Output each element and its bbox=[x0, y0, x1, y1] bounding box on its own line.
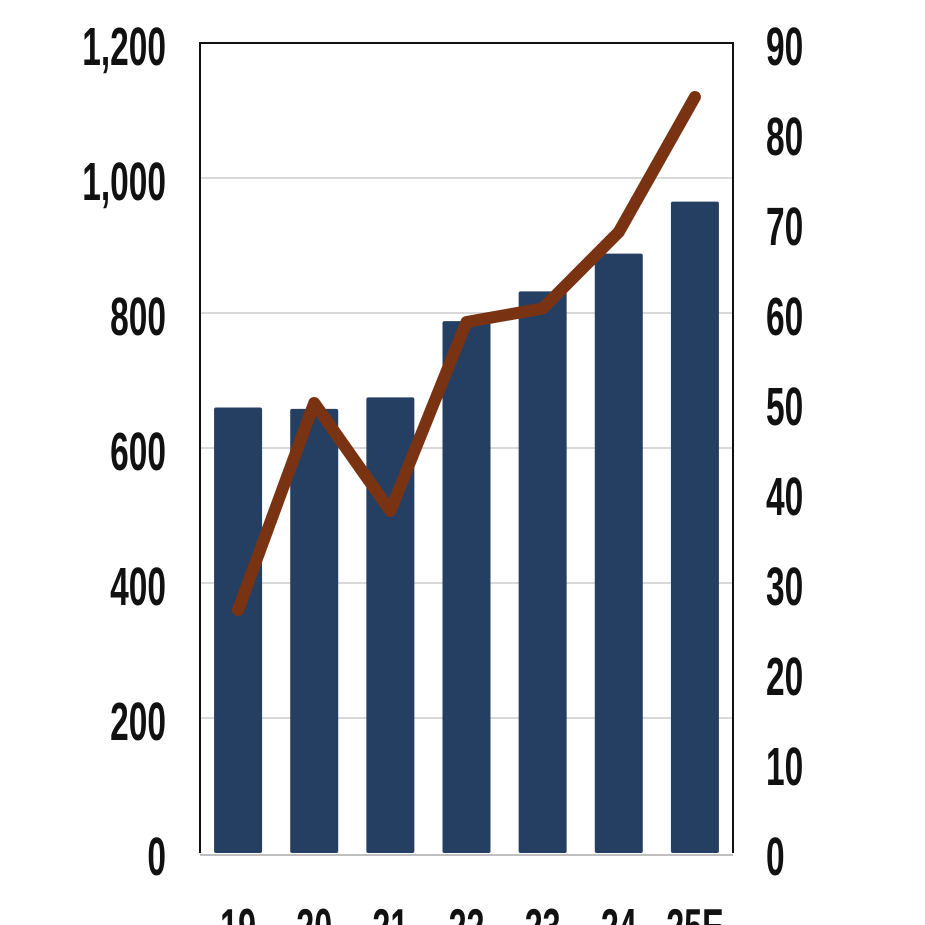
y-left-tick-label: 1,000 bbox=[82, 151, 166, 212]
line-point bbox=[237, 609, 240, 611]
y-left-tick-label: 1,200 bbox=[82, 16, 166, 77]
y-right-tick-label: 70 bbox=[766, 196, 803, 257]
y-right-tick-label: 80 bbox=[766, 106, 803, 167]
y-right-tick-label: 10 bbox=[766, 736, 803, 797]
y-right-tick-label: 50 bbox=[766, 376, 803, 437]
x-tick-label: 23 bbox=[525, 899, 561, 925]
y-left-tick-label: 400 bbox=[110, 556, 166, 617]
x-tick-label: 20 bbox=[296, 899, 332, 925]
plot-frame bbox=[199, 42, 734, 853]
line-point bbox=[617, 231, 620, 233]
y-left-tick-label: 0 bbox=[147, 826, 166, 887]
x-tick-label: 19 bbox=[220, 899, 256, 925]
y-right-tick-label: 0 bbox=[766, 826, 785, 887]
bar bbox=[518, 291, 567, 853]
y-right-tick-label: 20 bbox=[766, 646, 803, 707]
bar bbox=[594, 253, 643, 854]
y-right-tick-label: 30 bbox=[766, 556, 803, 617]
y-right-tick-label: 90 bbox=[766, 16, 803, 77]
bar bbox=[670, 201, 719, 853]
bar bbox=[442, 321, 491, 854]
line-point bbox=[389, 510, 392, 512]
y-left-tick-label: 200 bbox=[110, 691, 166, 752]
y-right-tick-label: 60 bbox=[766, 286, 803, 347]
line-point bbox=[465, 321, 468, 323]
y-right-tick-label: 40 bbox=[766, 466, 803, 527]
bar bbox=[366, 397, 415, 853]
line-point bbox=[693, 96, 696, 98]
y-left-tick-label: 800 bbox=[110, 286, 166, 347]
y-left-tick-label: 600 bbox=[110, 421, 166, 482]
line-point bbox=[541, 307, 544, 310]
x-tick-label: 21 bbox=[372, 899, 408, 925]
x-tick-label: 24 bbox=[601, 899, 637, 925]
line-point bbox=[313, 402, 316, 404]
bar bbox=[290, 408, 339, 853]
x-tick-label: 22 bbox=[449, 899, 485, 925]
x-tick-label: 25E bbox=[666, 899, 723, 925]
bar bbox=[214, 407, 263, 853]
